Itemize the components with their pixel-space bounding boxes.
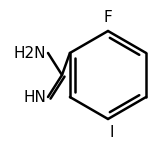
Text: I: I <box>110 125 114 140</box>
Text: H2N: H2N <box>14 46 46 60</box>
Text: F: F <box>104 10 112 25</box>
Text: HN: HN <box>23 89 46 104</box>
